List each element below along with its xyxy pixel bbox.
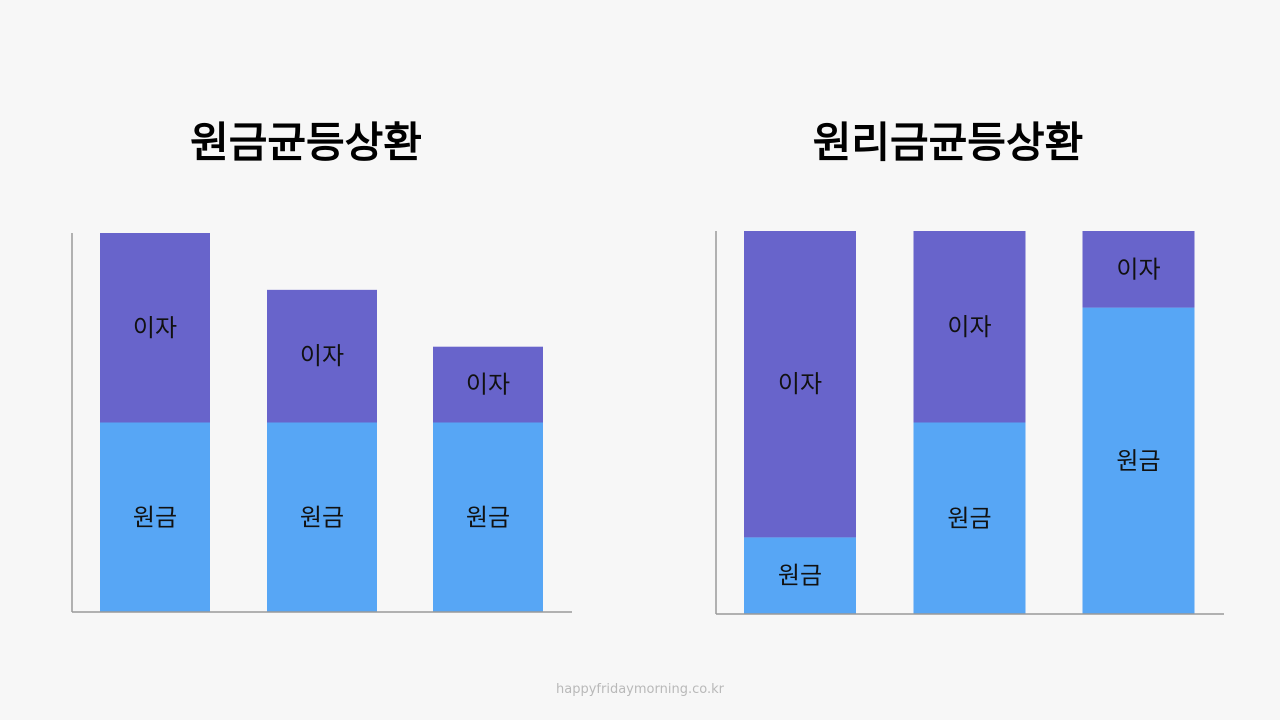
segment-label-principal: 원금 [133, 503, 177, 531]
chart-title-equal-installment: 원리금균등상환 [812, 118, 1084, 167]
bar-segment-interest [744, 231, 856, 538]
segment-label-interest: 이자 [778, 370, 822, 398]
bar-segment-principal [913, 422, 1026, 614]
bar-segment-principal [267, 422, 377, 612]
segment-label-interest: 이자 [300, 342, 344, 370]
segment-label-interest: 이자 [133, 314, 177, 342]
bar-segment-principal [744, 537, 856, 614]
bar-segment-principal [1082, 307, 1195, 614]
bar-segment-interest [433, 346, 543, 423]
bar-segment-principal [433, 422, 543, 612]
bar-1: 원금 이자 [100, 233, 210, 612]
chart-title-equal-principal: 원금균등상환 [190, 118, 422, 167]
bar-segment-interest [100, 233, 210, 423]
segment-label-interest: 이자 [466, 371, 510, 399]
bar-segment-interest [913, 231, 1026, 423]
bar-2: 원금 이자 [267, 289, 377, 612]
segment-label-principal: 원금 [300, 503, 344, 531]
bar-1: 원금 이자 [744, 231, 856, 614]
segment-label-interest: 이자 [1116, 255, 1160, 283]
segment-label-principal: 원금 [1116, 447, 1160, 475]
footer-site-url: happyfridaymorning.co.kr [556, 682, 724, 697]
bar-2: 원금 이자 [913, 231, 1026, 614]
bar-segment-interest [1082, 231, 1195, 308]
bar-segment-interest [267, 289, 377, 423]
segment-label-principal: 원금 [466, 503, 510, 531]
segment-label-principal: 원금 [947, 504, 991, 532]
bar-segment-principal [100, 422, 210, 612]
segment-label-interest: 이자 [947, 313, 991, 341]
bar-3: 원금 이자 [433, 346, 543, 612]
segment-label-principal: 원금 [778, 562, 822, 590]
bar-3: 원금 이자 [1082, 231, 1195, 614]
